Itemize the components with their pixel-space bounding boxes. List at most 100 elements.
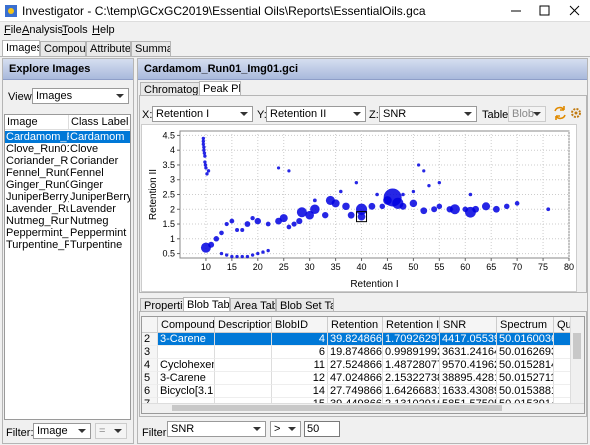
tab[interactable]: Chromatogram	[140, 82, 200, 96]
table-cell[interactable]: 6	[272, 346, 328, 359]
list-cell[interactable]: Peppermint_Ru...	[6, 227, 69, 239]
table-cell[interactable]: 3-Carene	[158, 333, 215, 346]
table-cell[interactable]	[215, 333, 272, 346]
point	[514, 201, 520, 206]
x-tick-label: 75	[538, 262, 548, 272]
tab[interactable]: Blob Set Table	[276, 298, 334, 312]
tab[interactable]: Properties	[140, 298, 184, 312]
menu-item[interactable]: Analysis	[22, 24, 63, 36]
list-cell[interactable]: Lavender	[70, 203, 116, 215]
filter-value[interactable]: 50	[304, 421, 340, 437]
row-number[interactable]: 5	[142, 372, 158, 385]
point	[401, 192, 405, 197]
view-select[interactable]: Images	[32, 88, 129, 104]
point	[420, 207, 428, 215]
table-cell[interactable]: 3-Carene	[158, 372, 215, 385]
filter-field[interactable]: SNR	[167, 421, 266, 437]
filter-op[interactable]: >	[270, 421, 301, 437]
table-cell[interactable]: 50.0152711...	[497, 372, 554, 385]
point	[250, 253, 255, 257]
v-scrollbar[interactable]	[570, 317, 584, 403]
table-cell[interactable]	[215, 346, 272, 359]
menu-item[interactable]: Tools	[62, 24, 88, 36]
tab[interactable]: Blob Table	[183, 297, 230, 312]
table-cell[interactable]: 47.0248666...	[328, 372, 383, 385]
table-cell[interactable]: 50.0160036...	[497, 333, 554, 346]
row-number[interactable]: 3	[142, 346, 158, 359]
list-cell[interactable]: Ginger	[70, 179, 104, 191]
table-cell[interactable]: 1.64266831...	[383, 385, 440, 398]
x-tick-label: 20	[253, 262, 263, 272]
tab[interactable]: Area Table	[230, 298, 276, 312]
table-cell[interactable]: 1.70926297...	[383, 333, 440, 346]
table-cell[interactable]	[215, 385, 272, 398]
tab[interactable]: Peak Plot	[199, 81, 241, 96]
list-cell[interactable]: Cardamom_Run...	[6, 131, 69, 143]
list-cell[interactable]: Clove_Run01_...	[6, 143, 69, 155]
table-cell[interactable]: 38895.4281...	[440, 372, 497, 385]
table-cell[interactable]	[215, 359, 272, 372]
list-cell[interactable]: Lavender_Run...	[6, 203, 69, 215]
list-cell[interactable]: Coriander_Run0...	[6, 155, 69, 167]
table-cell[interactable]: 50.0152814...	[497, 359, 554, 372]
table-cell[interactable]: 2.15322738...	[383, 372, 440, 385]
table-cell[interactable]	[215, 372, 272, 385]
point	[437, 180, 442, 185]
point	[206, 169, 211, 173]
table-cell[interactable]: 11	[272, 359, 328, 372]
filter-field[interactable]: Image	[33, 423, 91, 439]
tab[interactable]: Images	[2, 40, 40, 56]
table-cell[interactable]: 9570.41962...	[440, 359, 497, 372]
list-cell[interactable]: Turpentine_Ru...	[6, 239, 69, 251]
table-cell[interactable]: 19.8748666...	[328, 346, 383, 359]
y-tick-label: 4.5	[162, 130, 175, 140]
z-select[interactable]: SNR	[379, 106, 477, 122]
menu-item[interactable]: Help	[92, 24, 115, 36]
table-cell[interactable]: 39.8248666...	[328, 333, 383, 346]
table-cell[interactable]	[158, 346, 215, 359]
y-select[interactable]: Retention II	[266, 106, 366, 122]
list-cell[interactable]: Peppermint	[70, 227, 127, 239]
list-cell[interactable]: Cardamom	[70, 131, 130, 143]
tab[interactable]: Attributes	[86, 41, 131, 56]
table-cell[interactable]: 4417.05539...	[440, 333, 497, 346]
window-buttons[interactable]	[500, 0, 590, 22]
table-cell[interactable]: 27.5248666...	[328, 359, 383, 372]
row-number[interactable]: 6	[142, 385, 158, 398]
list-cell[interactable]: Fennel	[70, 167, 104, 179]
table-cell[interactable]: 27.7498666...	[328, 385, 383, 398]
point	[229, 218, 235, 224]
table-cell[interactable]: 50.0162693...	[497, 346, 554, 359]
row-number[interactable]: 4	[142, 359, 158, 372]
table-cell[interactable]: Bicyclo[3.1....	[158, 385, 215, 398]
x-select[interactable]: Retention I	[152, 106, 253, 122]
table-cell[interactable]: 3631.24164...	[440, 346, 497, 359]
list-cell[interactable]: Clove	[70, 143, 99, 155]
list-cell[interactable]: JuniperBerry	[70, 191, 130, 203]
tab[interactable]: Compounds	[40, 41, 86, 56]
list-cell[interactable]: Turpentine	[70, 239, 123, 251]
table-cell[interactable]: 50.0153881...	[497, 385, 554, 398]
list-cell[interactable]: Nutmeg	[70, 215, 109, 227]
list-cell[interactable]: Fennel_Run01_I...	[6, 167, 69, 179]
table-cell[interactable]: 4	[272, 333, 328, 346]
tab[interactable]: Summary	[131, 41, 171, 56]
point	[409, 199, 418, 208]
table-cell[interactable]: 1.48728077...	[383, 359, 440, 372]
table-cell[interactable]: 1633.43089...	[440, 385, 497, 398]
row-number[interactable]: 2	[142, 333, 158, 346]
list-cell[interactable]: Nutmeg_Run0...	[6, 215, 69, 227]
scroll-thumb[interactable]	[172, 405, 502, 411]
menu-item[interactable]: File	[4, 24, 22, 36]
table-cell[interactable]: 0.99891992...	[383, 346, 440, 359]
plot-tools[interactable]	[552, 105, 584, 121]
detail-header: Cardamom_Run01_Img01.gci	[138, 59, 587, 80]
list-cell[interactable]: JuniperBerry_...	[6, 191, 69, 203]
list-cell[interactable]: Ginger_Run01_...	[6, 179, 69, 191]
table-cell[interactable]: Cyclohexen...	[158, 359, 215, 372]
scroll-thumb[interactable]	[573, 333, 581, 359]
table-cell[interactable]: 14	[272, 385, 328, 398]
list-cell[interactable]: Coriander	[70, 155, 119, 167]
table-cell[interactable]: 12	[272, 372, 328, 385]
rect	[539, 5, 550, 16]
